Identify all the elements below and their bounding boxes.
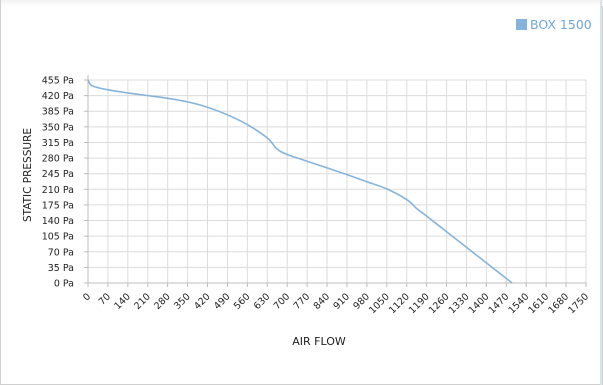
x-axis-label: AIR FLOW — [292, 335, 346, 348]
y-tick-label: 210 Pa — [42, 185, 74, 196]
x-tick-label: 1120 — [387, 291, 412, 316]
x-tick-label: 630 — [252, 291, 273, 312]
y-tick-label: 140 Pa — [42, 216, 74, 227]
x-tick-label: 770 — [292, 291, 313, 312]
x-tick-label: 1330 — [447, 291, 472, 316]
y-tick-label: 350 Pa — [42, 122, 74, 133]
x-tick-label: 700 — [272, 291, 293, 312]
x-tick-label: 70 — [97, 291, 113, 307]
x-tick-label: 350 — [172, 291, 193, 312]
grid — [87, 79, 587, 284]
y-tick-label: 315 Pa — [42, 138, 74, 149]
y-tick-label: 105 Pa — [42, 232, 74, 243]
x-tick-label: 490 — [212, 291, 233, 312]
x-tick-label: 0 — [81, 291, 93, 303]
y-tick-label: 245 Pa — [42, 169, 74, 180]
legend[interactable]: BOX 1500 — [516, 17, 592, 32]
x-tick-label: 1610 — [526, 291, 551, 316]
y-axis-label: STATIC PRESSURE — [22, 128, 34, 222]
x-tick-label: 1750 — [566, 291, 591, 316]
y-tick-label: 175 Pa — [42, 200, 74, 211]
series-line — [87, 79, 513, 284]
x-tick-label: 840 — [312, 291, 333, 312]
y-tick-label: 385 Pa — [42, 107, 74, 118]
y-tick-label: 0 Pa — [54, 279, 74, 290]
x-tick-label: 1400 — [467, 291, 492, 316]
legend-label: BOX 1500 — [530, 17, 592, 32]
y-tick-label: 420 Pa — [42, 91, 74, 102]
y-tick-labels: 0 Pa 35 Pa 70 Pa 105 Pa 140 Pa 175 Pa 210 Pa 24… — [42, 76, 74, 290]
x-tick-labels: 0 70 140 210 280 350 420 490 560 630 700 770 840 910 9… — [81, 291, 591, 316]
y-tick-label: 70 Pa — [48, 247, 74, 258]
series-layer — [87, 79, 513, 284]
panel-top-strip — [1, 0, 603, 6]
x-tick-label: 210 — [132, 291, 153, 312]
x-tick-label: 1680 — [546, 291, 571, 316]
x-tick-label: 1260 — [427, 291, 452, 316]
x-tick-label: 280 — [152, 291, 173, 312]
x-tick-label: 1540 — [506, 291, 531, 316]
legend-swatch — [516, 19, 527, 30]
x-tick-label: 560 — [232, 291, 253, 312]
x-tick-label: 1470 — [487, 291, 512, 316]
x-tick-label: 420 — [192, 291, 213, 312]
y-tick-label: 455 Pa — [42, 76, 74, 87]
x-tick-label: 1050 — [367, 291, 392, 316]
y-tick-label: 280 Pa — [42, 154, 74, 165]
x-tick-label: 910 — [331, 291, 352, 312]
y-tick-label: 35 Pa — [48, 263, 74, 274]
axes — [84, 75, 587, 287]
x-tick-label: 1190 — [407, 291, 432, 316]
panel-right-edge — [600, 0, 602, 385]
x-tick-label: 140 — [112, 291, 133, 312]
